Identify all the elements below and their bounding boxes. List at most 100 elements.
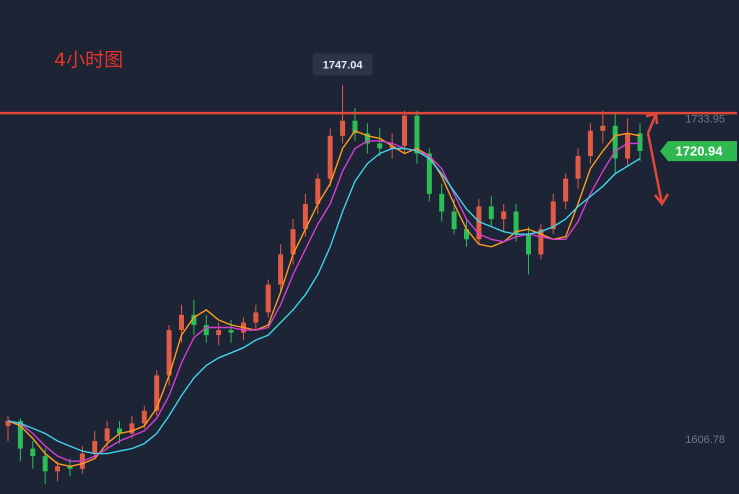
candle-body <box>389 145 395 149</box>
candle <box>625 118 631 167</box>
candle-body <box>228 330 234 333</box>
candle-body <box>525 234 531 255</box>
candle-body <box>612 125 618 159</box>
candle-body <box>203 325 209 336</box>
candle-body <box>42 456 48 472</box>
candle <box>253 304 259 331</box>
candle-body <box>402 115 408 146</box>
candle-body <box>92 441 98 454</box>
arrow-up-head <box>645 112 659 125</box>
candle-body <box>290 229 296 255</box>
candle-body <box>476 206 482 240</box>
candle <box>612 113 618 174</box>
candle-body <box>501 211 507 220</box>
candle <box>488 196 494 227</box>
candle <box>439 183 445 222</box>
candle-body <box>340 120 346 136</box>
candle-body <box>315 178 321 204</box>
candle-body <box>488 206 494 220</box>
arrow-down-head <box>654 193 670 207</box>
last-price-tag[interactable]: 1720.94 <box>660 141 737 162</box>
candle <box>5 415 11 442</box>
candle <box>290 219 296 265</box>
candle-body <box>154 375 160 411</box>
candle <box>377 128 383 157</box>
candle-body <box>439 193 445 212</box>
candle <box>513 203 519 242</box>
candle-body <box>253 312 259 323</box>
candle <box>278 244 284 293</box>
candle-body <box>327 135 333 179</box>
candle-body <box>265 284 271 313</box>
candle-body <box>538 229 544 255</box>
arrow-down-icon <box>646 132 664 205</box>
candle-body <box>414 115 420 154</box>
moving-averages-layer <box>7 129 641 468</box>
candle <box>340 85 346 144</box>
candle-body <box>637 133 643 151</box>
candle <box>216 322 222 346</box>
candle-body <box>426 153 432 194</box>
moving-average-line <box>7 129 641 468</box>
candles-layer <box>5 85 643 484</box>
candle <box>587 123 593 164</box>
candle-body <box>55 466 61 472</box>
candle <box>600 110 606 144</box>
candle-body <box>451 211 457 230</box>
direction-arrows <box>645 112 670 207</box>
candle-body <box>352 120 358 134</box>
candle <box>55 461 61 482</box>
candle <box>315 173 321 215</box>
candle-body <box>67 466 73 469</box>
candle-body <box>129 423 135 434</box>
candle-body <box>5 420 11 426</box>
price-axis-tick-upper: 1733.95 <box>685 113 725 125</box>
candle-body <box>141 410 147 424</box>
candle-body <box>625 133 631 159</box>
candle-body <box>30 448 36 457</box>
candle-body <box>600 125 606 131</box>
candle-body <box>117 428 123 434</box>
candle <box>117 420 123 444</box>
candle <box>538 224 544 260</box>
high-price-tooltip-box <box>312 53 373 76</box>
candle <box>414 110 420 164</box>
candle-body <box>278 254 284 285</box>
candle-body <box>178 314 184 331</box>
candle-body <box>550 201 556 230</box>
candle-body <box>302 203 308 230</box>
candle <box>402 110 408 154</box>
candle-body <box>587 130 593 157</box>
candle <box>327 128 333 187</box>
chart-title: 4小时图 <box>54 49 123 71</box>
candle <box>464 219 470 247</box>
candle <box>550 193 556 235</box>
moving-average-line <box>7 147 641 455</box>
candle-body <box>364 133 370 144</box>
candle-body <box>17 420 23 449</box>
candle <box>575 148 581 189</box>
candle <box>637 123 643 162</box>
candle-body <box>166 330 172 376</box>
candle-body <box>575 156 581 179</box>
candle <box>228 319 234 343</box>
high-price-label: 1747.04 <box>323 59 364 71</box>
candle <box>42 448 48 484</box>
candle <box>265 279 271 318</box>
candle-body <box>377 143 383 149</box>
candle-body <box>464 229 470 240</box>
candle-body <box>104 428 110 442</box>
last-price-tag-background <box>660 141 737 162</box>
candle <box>203 314 209 343</box>
candle-body <box>513 211 519 235</box>
candle <box>141 405 147 429</box>
candle <box>364 123 370 154</box>
price-axis-tick-lower: 1606.78 <box>685 434 725 446</box>
candle <box>30 441 36 469</box>
candle <box>563 173 569 209</box>
high-price-tooltip: 1747.04 <box>312 53 373 76</box>
candle-body <box>563 178 569 202</box>
candle <box>501 203 507 232</box>
